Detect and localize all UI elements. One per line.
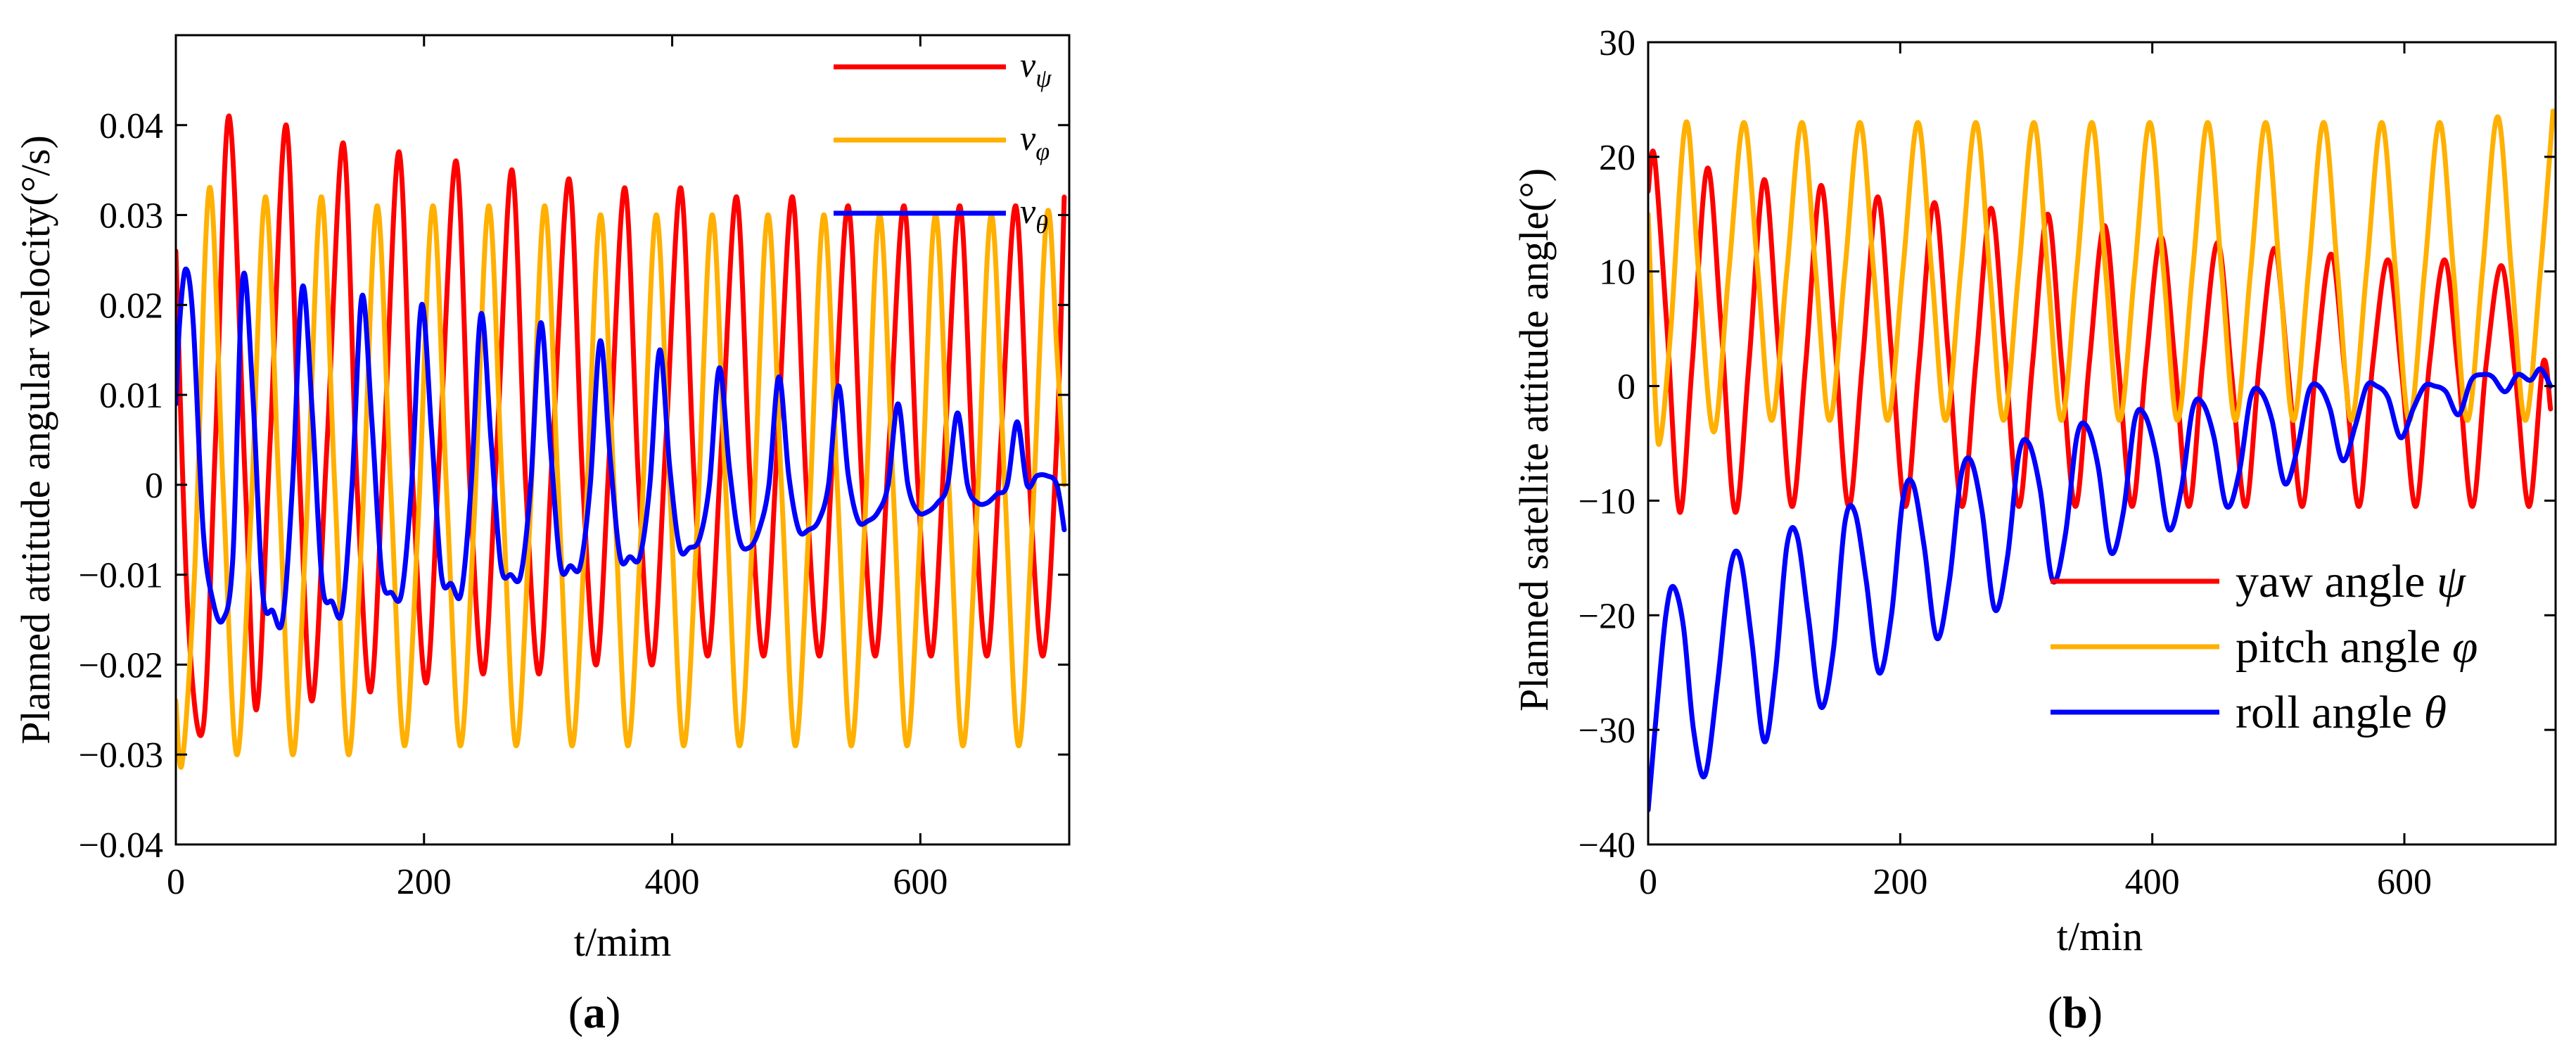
chart-a-ytick-label: 0.04 (99, 106, 163, 146)
chart-a-yticks: −0.04 −0.03 −0.02 −0.01 0 0.01 0.02 0.03 0.04 (79, 106, 1069, 866)
chart-b-legend: yaw angle ψ pitch angle φ roll angle θ (2051, 556, 2478, 738)
chart-a: −0.04 −0.03 −0.02 −0.01 0 0.01 0.02 0.03 0.04 0 2… (13, 34, 1071, 1037)
chart-b-ytick-label: 20 (1599, 138, 1635, 178)
chart-a-lines (176, 113, 1067, 770)
chart-a-ytick-label: −0.04 (79, 825, 163, 866)
chart-a-xtick-label: 200 (397, 862, 452, 902)
chart-a-series-line-2 (176, 184, 1067, 770)
chart-b-series-line-2 (1648, 108, 2556, 448)
chart-b-ytick-label: 0 (1617, 367, 1635, 407)
chart-a-frame (174, 34, 1071, 846)
chart-a-ytick-label: 0.02 (99, 286, 163, 326)
chart-a-xlabel: t/mim (574, 919, 672, 965)
chart-a-ytick-label: 0.03 (99, 196, 163, 236)
chart-b-xtick-label: 400 (2125, 862, 2180, 902)
chart-b-panel-label: (b) (2048, 987, 2103, 1037)
chart-a-ytick-label: 0.01 (99, 376, 163, 416)
chart-a-xtick-label: 0 (167, 862, 185, 902)
chart-a-xticks: 0 200 400 600 (167, 35, 948, 902)
chart-a-ylabel: Planned attitude angular velocity(°/s) (13, 135, 58, 745)
chart-a-xtick-label: 600 (893, 862, 948, 902)
chart-a-ytick-label: −0.02 (79, 645, 163, 685)
chart-a-panel-label: (a) (568, 987, 621, 1037)
chart-b-ytick-label: −40 (1579, 825, 1635, 866)
chart-b-legend-label: yaw angle ψ (2236, 556, 2466, 607)
chart-b-yticks: −40 −30 −20 −10 0 10 20 30 (1579, 23, 2556, 866)
chart-a-legend: vψ vφ vθ (834, 45, 1052, 239)
chart-b-legend-label: pitch angle φ (2236, 621, 2478, 673)
chart-b-xticks: 0 200 400 600 (1639, 42, 2432, 902)
chart-a-legend-label: vφ (1020, 118, 1050, 165)
chart-a-xtick-label: 400 (645, 862, 700, 902)
chart-a-ytick-label: 0 (145, 466, 163, 506)
chart-b-ytick-label: −30 (1579, 711, 1635, 751)
chart-b-xtick-label: 0 (1639, 862, 1657, 902)
chart-b-ylabel: Planned satellite attitude angle(°) (1511, 168, 1557, 711)
chart-a-series-line-3 (176, 266, 1067, 631)
chart-a-legend-label: vθ (1020, 191, 1048, 239)
chart-b-ytick-label: −20 (1579, 596, 1635, 636)
chart-b-xtick-label: 200 (1873, 862, 1927, 902)
chart-b-ytick-label: 10 (1599, 253, 1635, 293)
chart-b-ytick-label: 30 (1599, 23, 1635, 63)
chart-b-xtick-label: 600 (2377, 862, 2432, 902)
chart-b-xlabel: t/min (2057, 913, 2143, 959)
chart-b-ytick-label: −10 (1579, 481, 1635, 521)
chart-a-ytick-label: −0.01 (79, 556, 163, 596)
chart-b-frame (1647, 41, 2557, 846)
chart-b-legend-label: roll angle θ (2236, 687, 2447, 738)
chart-a-legend-label: vψ (1020, 45, 1052, 92)
chart-b: −40 −30 −20 −10 0 10 20 30 0 200 400 600 t/min Pla… (1511, 23, 2557, 1037)
chart-a-ytick-label: −0.03 (79, 735, 163, 776)
